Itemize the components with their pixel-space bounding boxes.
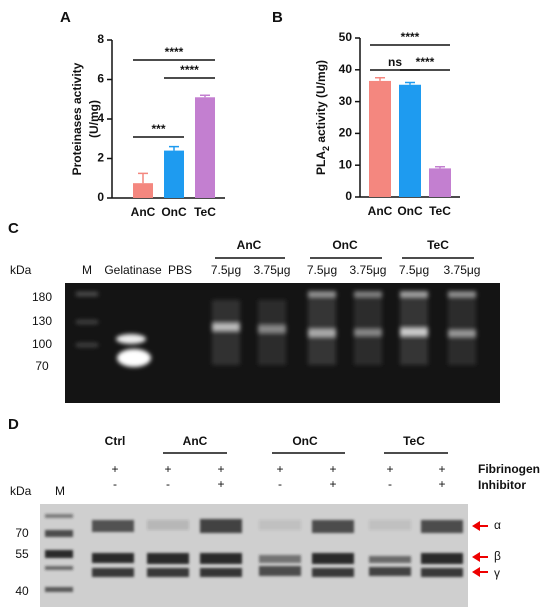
sign: + (217, 477, 224, 491)
lane-label: M (55, 484, 65, 498)
sign: - (278, 477, 282, 491)
sign: + (438, 477, 445, 491)
y-axis-label: PLA2 activity (U/mg) (314, 60, 331, 175)
x-tick-label: AnC (131, 205, 156, 219)
sign: + (329, 477, 336, 491)
error-bar (375, 77, 385, 81)
x-tick-label: OnC (397, 204, 423, 218)
row-label: Fibrinogen (478, 462, 540, 476)
x-tick-label: TeC (194, 205, 216, 219)
error-bar (138, 172, 148, 184)
sign: + (438, 462, 445, 476)
y-tick-label: 6 (97, 72, 104, 86)
chain-label: β (494, 549, 501, 563)
chain-label: γ (494, 566, 500, 580)
dose-label: 7.5μg (211, 263, 241, 277)
y-tick-label: 2 (97, 151, 104, 165)
bar (133, 183, 153, 198)
y-axis-label-part: PLA (314, 151, 328, 175)
y-axis-label-part: 2 (321, 146, 331, 151)
significance-label: ns (388, 55, 402, 69)
group-label: AnC (237, 238, 262, 252)
sign: + (217, 462, 224, 476)
dose-label: 7.5μg (307, 263, 337, 277)
y-tick-label: 10 (339, 157, 353, 171)
y-tick-label: 0 (97, 190, 104, 204)
sign: + (329, 462, 336, 476)
sign-rows: + + + + + + + Fibrinogen- - + - + - + Inhibitor (111, 462, 540, 492)
chain-arrows (472, 521, 488, 577)
marker-label: 70 (35, 359, 49, 373)
bar (195, 97, 215, 198)
panel-label: B (272, 9, 283, 26)
dose-label: 3.75μg (254, 263, 291, 277)
marker-label: 180 (32, 290, 52, 304)
group-label: OnC (292, 434, 318, 448)
group-label: TeC (403, 434, 425, 448)
bar-chart: B PLA2 activity (U/mg) 0 10 20 30 40 50 AnC OnC Te… (272, 9, 460, 218)
x-tick-label: TeC (429, 204, 451, 218)
x-tick-label: OnC (161, 205, 187, 219)
panel-label: A (60, 9, 71, 26)
y-tick-label: 50 (339, 30, 353, 44)
group-label: Ctrl (105, 434, 126, 448)
sign: + (276, 462, 283, 476)
bar-chart: A Proteinases activity (U/mg) 0 2 4 6 8 AnC OnC Te… (60, 9, 225, 219)
kda-label: kDa (10, 484, 32, 498)
significance-label: **** (401, 30, 420, 44)
error-bar (405, 81, 415, 85)
panel-label: C (8, 220, 19, 237)
y-axis-label: (U/mg) (87, 100, 101, 138)
significance-label: **** (180, 63, 199, 77)
dose-label: 7.5μg (399, 263, 429, 277)
marker-label: 130 (32, 314, 52, 328)
dose-label: 3.75μg (444, 263, 481, 277)
sign: - (388, 477, 392, 491)
marker-label: 100 (32, 337, 52, 351)
panel-label: D (8, 416, 19, 433)
sign: + (164, 462, 171, 476)
error-bar (169, 145, 179, 151)
zymogram-gel (65, 283, 500, 403)
y-tick-label: 20 (339, 126, 353, 140)
dose-label: 3.75μg (350, 263, 387, 277)
x-tick-label: AnC (368, 204, 393, 218)
y-tick-label: 4 (97, 111, 104, 125)
sign: + (111, 462, 118, 476)
y-tick-label: 0 (345, 189, 352, 203)
lane-label: PBS (168, 263, 192, 277)
error-bar (435, 166, 445, 169)
lane-label: Gelatinase (104, 263, 162, 277)
group-label: AnC (183, 434, 208, 448)
y-axis-label: Proteinases activity (70, 62, 84, 175)
significance-label: **** (416, 55, 435, 69)
error-bar (200, 94, 210, 98)
significance-label: **** (165, 45, 184, 59)
marker-label: 55 (15, 547, 29, 561)
sign: - (113, 477, 117, 491)
significance-label: *** (151, 122, 165, 136)
group-label: TeC (427, 238, 449, 252)
sign: + (386, 462, 393, 476)
y-tick-label: 40 (339, 62, 353, 76)
bar (429, 168, 451, 197)
sign: - (166, 477, 170, 491)
lane-label: M (82, 263, 92, 277)
row-label: Inhibitor (478, 478, 526, 492)
bar (399, 84, 421, 197)
chain-label: α (494, 518, 501, 532)
marker-label: 40 (15, 584, 29, 598)
group-label: OnC (332, 238, 358, 252)
y-tick-label: 30 (339, 94, 353, 108)
kda-label: kDa (10, 263, 32, 277)
bar (369, 80, 391, 197)
bar (164, 150, 184, 198)
y-tick-label: 8 (97, 32, 104, 46)
y-axis-label-part: activity (U/mg) (314, 60, 328, 146)
marker-label: 70 (15, 526, 29, 540)
sds-gel (40, 504, 468, 607)
